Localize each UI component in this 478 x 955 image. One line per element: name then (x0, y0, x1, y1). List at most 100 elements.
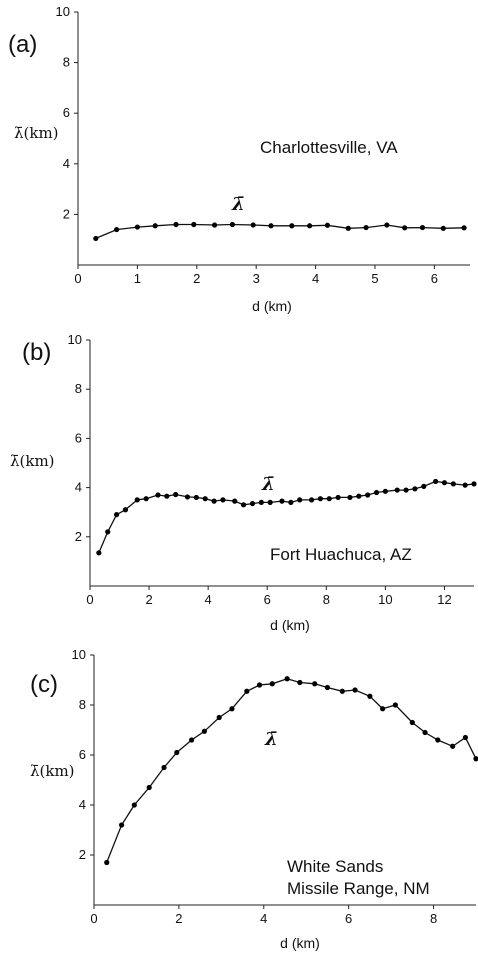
x-axis-label-c: d (km) (280, 935, 320, 951)
data-point-a (134, 224, 140, 230)
data-point-c (244, 688, 250, 694)
y-tick-label-c: 2 (79, 847, 86, 862)
data-point-c (174, 749, 180, 756)
y-axis-label-c: λ̄(km) (30, 762, 75, 780)
y-tick-label-a: 4 (63, 156, 70, 171)
data-point-c (312, 681, 318, 687)
data-point-b (288, 499, 294, 505)
data-point-a (268, 223, 274, 229)
data-point-b (317, 496, 323, 502)
data-point-b (335, 494, 341, 501)
x-axis-label-b: d (km) (270, 617, 310, 633)
data-point-c (409, 719, 415, 726)
data-point-c (269, 681, 275, 687)
data-point-c (352, 687, 358, 693)
x-tick-label-b: 6 (264, 592, 271, 607)
data-point-b (220, 497, 226, 503)
data-point-c (229, 706, 235, 712)
y-axis-label-b: λ̄(km) (10, 452, 55, 470)
y-tick-label-b: 8 (75, 381, 82, 396)
data-point-b (394, 487, 400, 493)
data-point-a (229, 221, 236, 228)
data-point-b (326, 496, 332, 502)
panel-a: (a) λ̄(km) Charlottesville, VA λ̄ d (km)… (8, 4, 470, 314)
plot-area-c: 0 2 4 6 8 2 4 6 8 10 (72, 647, 478, 926)
data-point-b (211, 498, 217, 504)
data-point-b (249, 500, 256, 507)
location-label-b: Fort Huachuca, AZ (270, 545, 412, 564)
x-tick-label-c: 8 (430, 911, 437, 926)
x-axis-label-a: d (km) (252, 298, 292, 314)
data-point-b (365, 492, 371, 498)
data-point-b (105, 529, 111, 535)
location-label-c-line1: White Sands (287, 857, 383, 876)
data-point-c (201, 728, 207, 734)
data-point-b (241, 502, 247, 508)
y-tick-label-a: 2 (63, 206, 70, 221)
y-axis-label-a: λ̄(km) (14, 124, 59, 142)
data-point-b (403, 487, 409, 493)
y-tick-label-b: 4 (75, 480, 82, 495)
series-line-a (95, 223, 465, 239)
location-label-a: Charlottesville, VA (260, 138, 398, 157)
data-point-a (173, 221, 179, 228)
data-point-a (324, 222, 331, 228)
data-point-c (324, 684, 331, 691)
data-point-c (380, 706, 386, 712)
data-point-b (164, 493, 170, 499)
data-point-a (419, 224, 426, 231)
data-point-b (412, 486, 418, 492)
y-tick-label-c: 6 (79, 747, 86, 762)
x-tick-label-c: 6 (345, 911, 352, 926)
data-point-b (173, 491, 179, 498)
data-point-b (202, 496, 208, 502)
data-point-c (392, 702, 398, 708)
data-point-a (345, 225, 351, 231)
x-tick-label-b: 2 (145, 592, 152, 607)
data-point-b (450, 481, 456, 487)
data-point-b (193, 494, 199, 501)
data-point-b (279, 498, 285, 504)
data-point-b (471, 481, 477, 487)
y-tick-label-b: 2 (75, 529, 82, 544)
x-tick-label-c: 4 (260, 911, 267, 926)
data-point-b (356, 493, 362, 499)
panel-b: (b) λ̄(km) Fort Huachuca, AZ λ̄ d (km) 0… (10, 332, 477, 633)
data-point-b (267, 499, 273, 505)
data-point-c (256, 682, 263, 688)
data-point-b (441, 480, 448, 486)
data-point-b (308, 497, 315, 503)
data-point-b (382, 488, 388, 494)
data-point-b (143, 496, 149, 502)
data-point-c (339, 688, 345, 694)
data-point-c (131, 802, 137, 808)
data-point-c (216, 714, 222, 721)
data-point-a (250, 222, 256, 228)
data-point-b (232, 498, 238, 504)
data-point-b (433, 478, 439, 485)
data-point-b (258, 499, 264, 505)
data-point-b (373, 489, 380, 496)
data-point-a (440, 225, 446, 231)
data-point-c (367, 693, 373, 699)
data-point-a (152, 223, 158, 229)
x-tick-label-a: 4 (312, 271, 319, 286)
data-point-c (284, 676, 290, 682)
x-tick-label-b: 4 (205, 592, 212, 607)
data-point-b (421, 483, 427, 489)
x-tick-label-a: 1 (134, 271, 141, 286)
y-tick-label-b: 6 (75, 430, 82, 445)
data-point-b (155, 492, 161, 498)
plot-area-b: 0 2 4 6 8 10 12 2 4 6 8 10 (68, 332, 477, 607)
data-point-b (184, 494, 191, 500)
y-tick-label-a: 10 (56, 4, 70, 19)
y-tick-label-c: 10 (72, 647, 86, 662)
data-point-c (473, 756, 478, 762)
x-tick-label-a: 2 (193, 271, 200, 286)
data-point-c (104, 859, 110, 866)
x-tick-label-a: 6 (431, 271, 438, 286)
data-point-b (122, 507, 129, 513)
panel-c: (c) λ̄(km) White Sands Missile Range, NM… (30, 647, 478, 951)
panel-label-b: (b) (22, 339, 51, 366)
